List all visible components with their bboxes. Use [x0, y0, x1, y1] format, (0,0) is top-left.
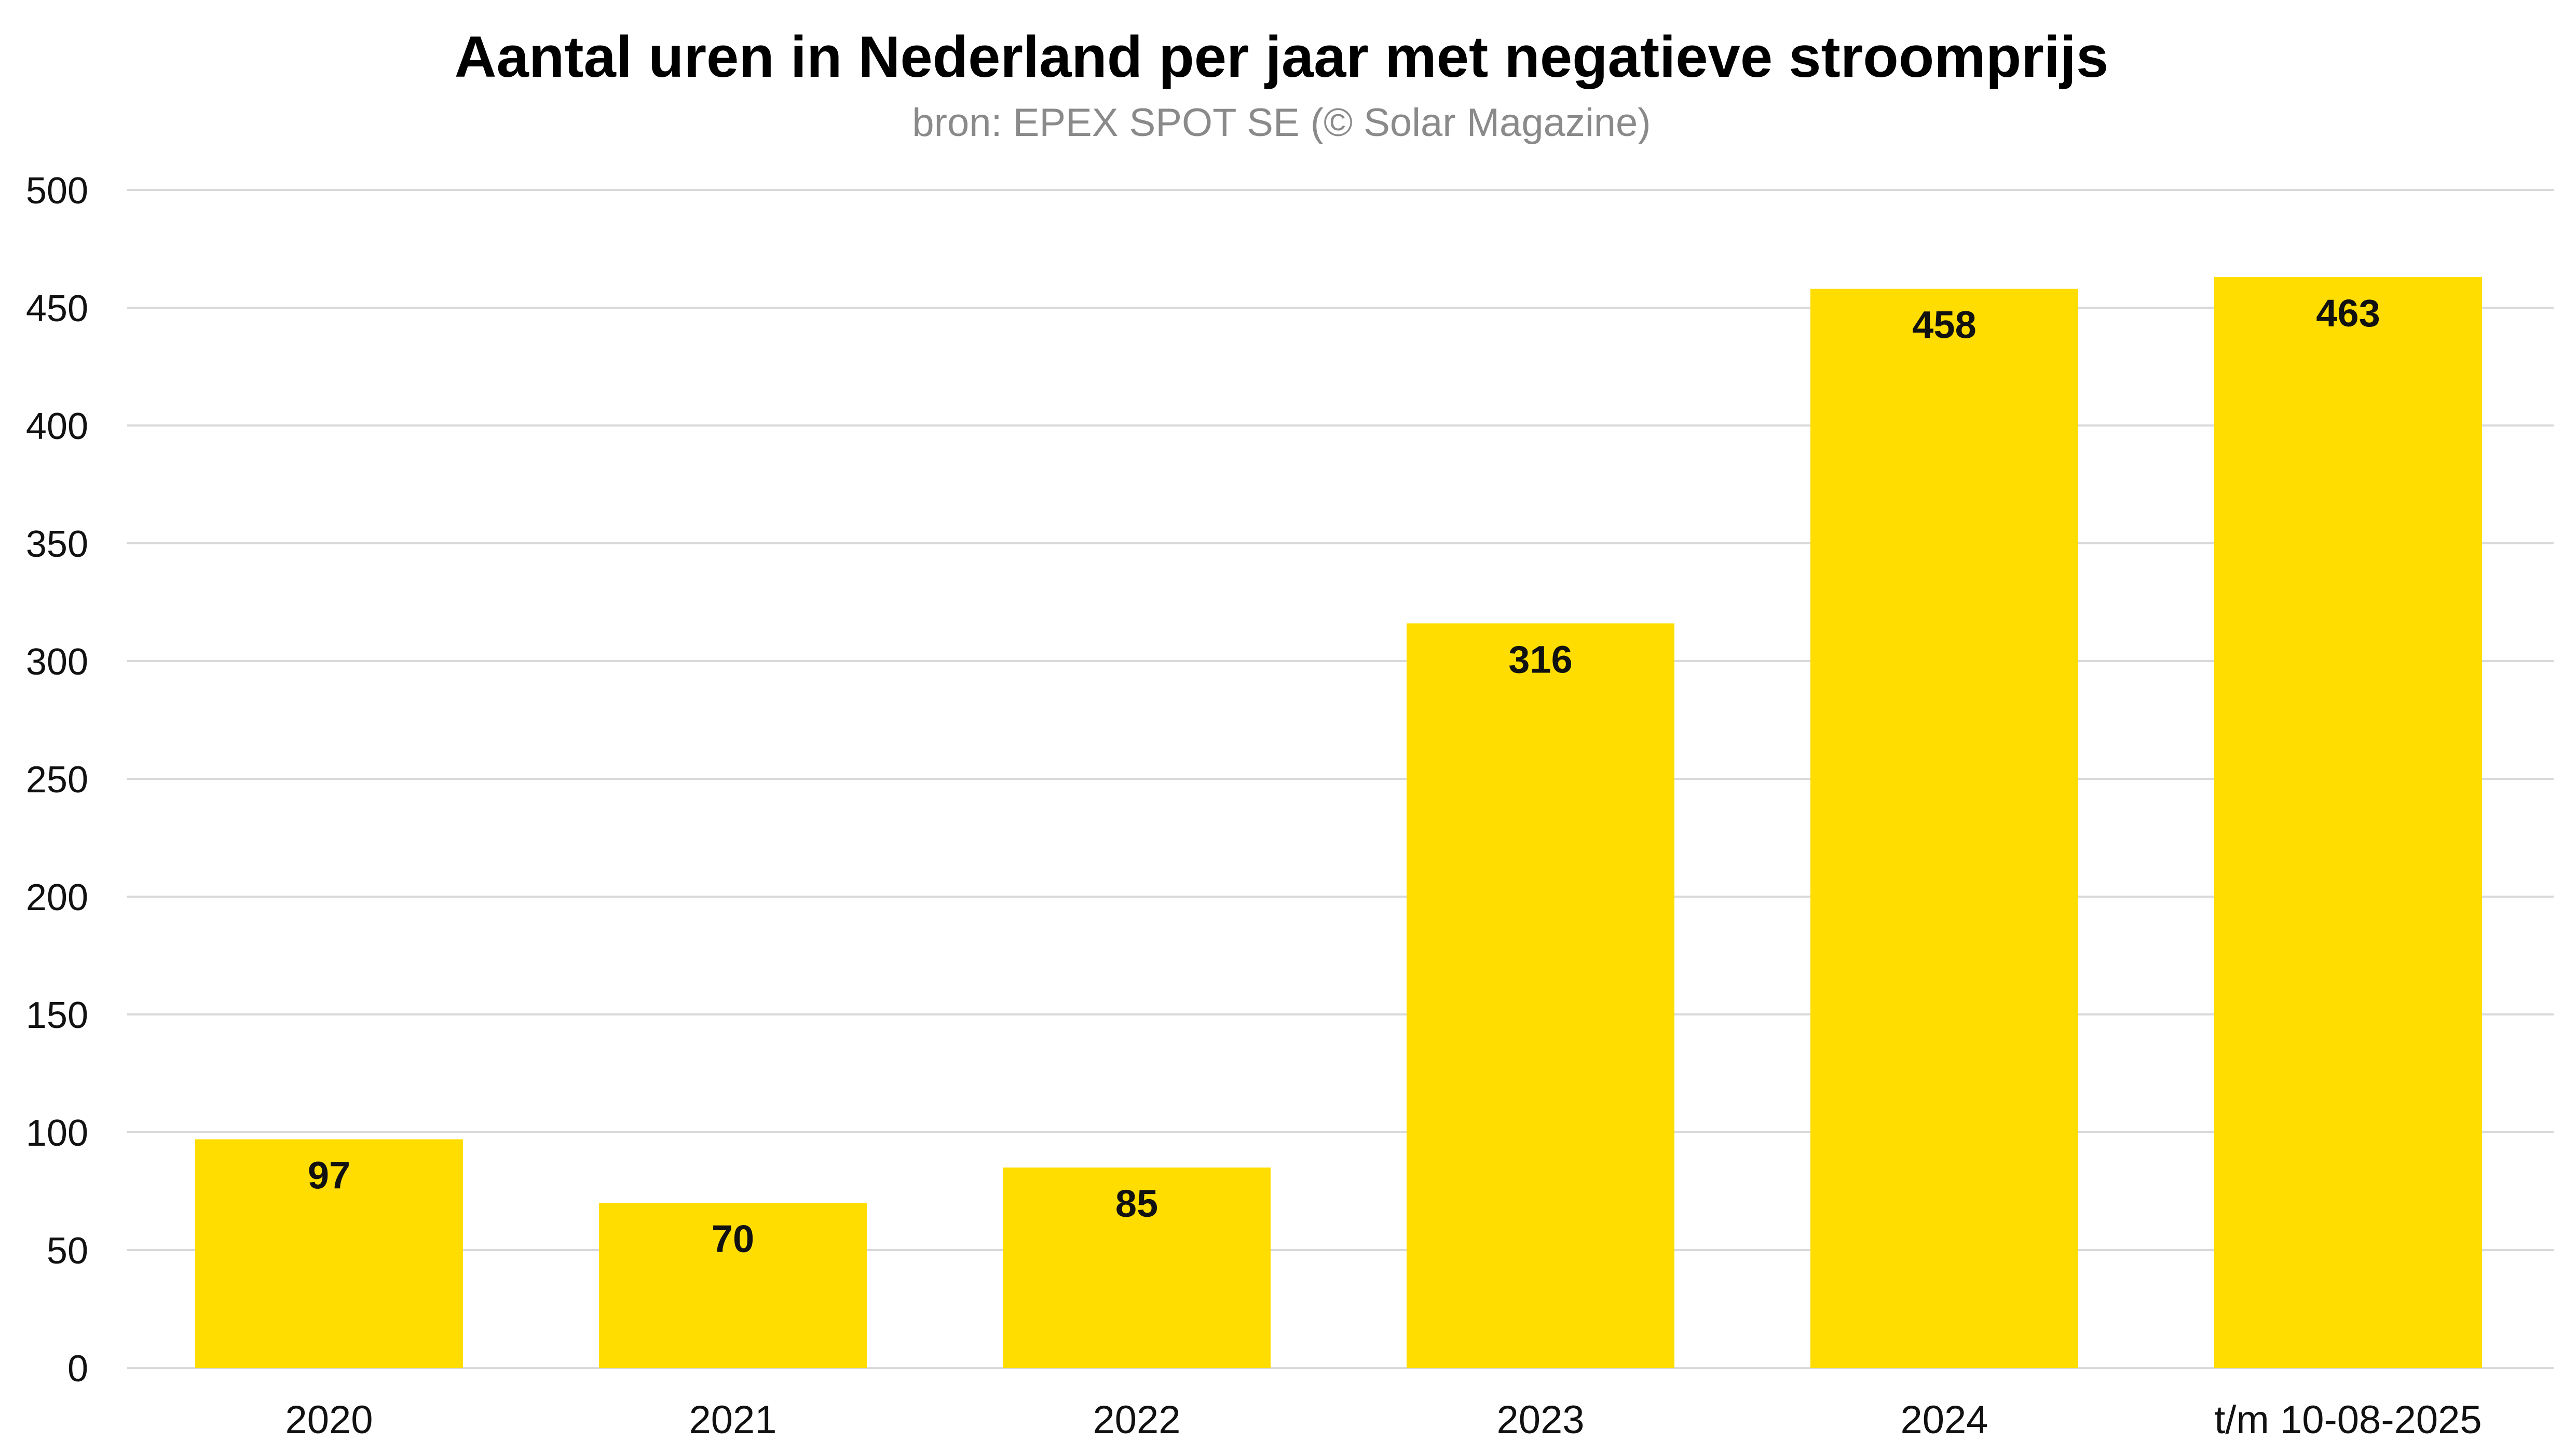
y-axis: 0 50 100 150 200 250 300 350 400 450 500: [26, 170, 88, 1390]
gridlines: [127, 189, 2554, 1369]
bar: [2214, 277, 2482, 1368]
x-tick-label: 2020: [285, 1398, 373, 1442]
bar: [599, 1203, 867, 1368]
bar: [195, 1139, 463, 1368]
chart-subtitle: bron: EPEX SPOT SE (© Solar Magazine): [912, 101, 1651, 145]
data-label: 316: [1508, 638, 1572, 681]
bars: [195, 277, 2482, 1368]
x-tick-label: t/m 10-08-2025: [2214, 1398, 2482, 1442]
x-axis: 2020 2021 2022 2023 2024 t/m 10-08-2025: [285, 1398, 2482, 1442]
bar: [1407, 623, 1674, 1368]
data-label: 97: [308, 1154, 350, 1197]
data-labels: 97 70 85 316 458 463: [308, 292, 2380, 1260]
y-tick-label: 500: [26, 170, 88, 212]
y-tick-label: 350: [26, 524, 88, 565]
y-tick-label: 250: [26, 759, 88, 801]
y-tick-label: 400: [26, 406, 88, 447]
data-label: 85: [1115, 1182, 1158, 1225]
x-tick-label: 2021: [689, 1398, 776, 1442]
y-tick-label: 200: [26, 877, 88, 918]
y-tick-label: 150: [26, 995, 88, 1036]
y-tick-label: 0: [67, 1348, 88, 1390]
x-tick-label: 2024: [1900, 1398, 1988, 1442]
bar: [1003, 1167, 1271, 1368]
y-tick-label: 300: [26, 641, 88, 683]
chart-title: Aantal uren in Nederland per jaar met ne…: [455, 24, 2109, 89]
x-tick-label: 2022: [1093, 1398, 1180, 1442]
y-tick-label: 100: [26, 1112, 88, 1154]
x-tick-label: 2023: [1496, 1398, 1584, 1442]
y-tick-label: 50: [47, 1230, 88, 1272]
data-label: 458: [1912, 304, 1976, 347]
data-label: 70: [712, 1217, 754, 1260]
bar: [1810, 289, 2078, 1368]
y-tick-label: 450: [26, 288, 88, 329]
data-label: 463: [2316, 292, 2380, 335]
